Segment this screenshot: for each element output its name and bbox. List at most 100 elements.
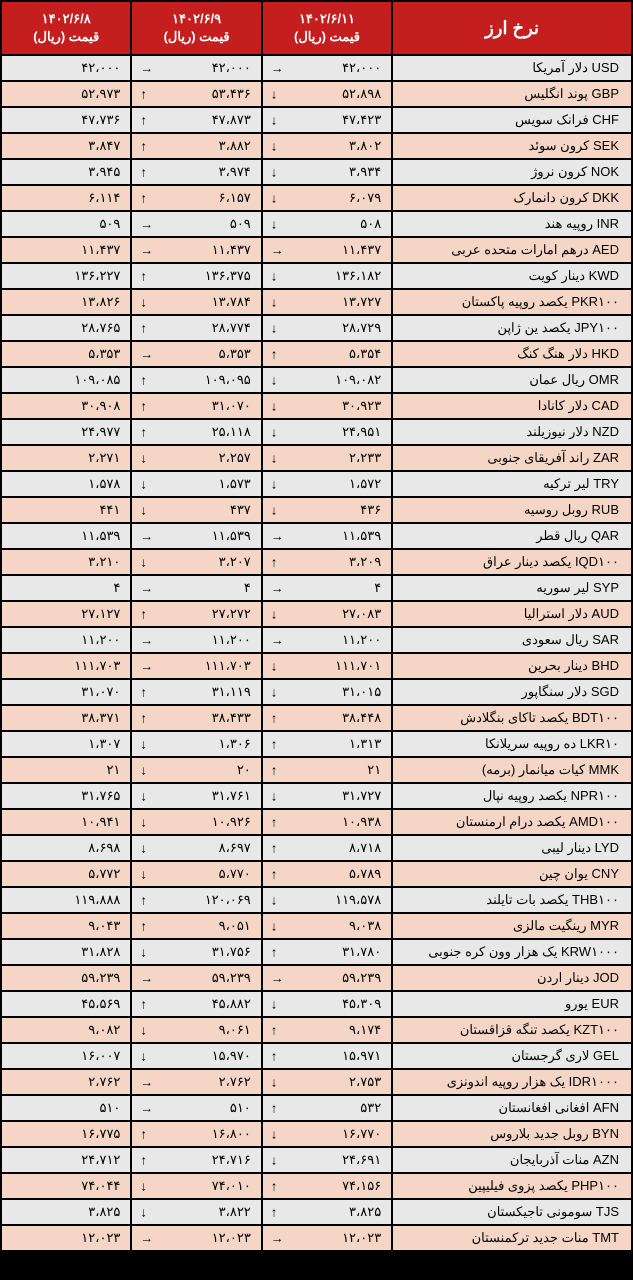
price-2: ↑۱۳۶،۳۷۵ (131, 263, 261, 289)
price-3: ۳۰،۹۰۸ (1, 393, 131, 419)
currency-name: LYD دینار لیبی (392, 835, 632, 861)
price-1: ↓۶،۰۷۹ (262, 185, 392, 211)
price-1: ↓۱،۵۷۲ (262, 471, 392, 497)
currency-name: JOD دینار اردن (392, 965, 632, 991)
price-3: ۱۱،۲۰۰ (1, 627, 131, 653)
price-1: ↓۵۲،۸۹۸ (262, 81, 392, 107)
price-3: ۳،۲۱۰ (1, 549, 131, 575)
price-3: ۶،۱۱۴ (1, 185, 131, 211)
table-row: QAR ریال قطر→۱۱،۵۳۹→۱۱،۵۳۹۱۱،۵۳۹ (1, 523, 632, 549)
price-2: ↓۳۱،۷۵۶ (131, 939, 261, 965)
header-row: نرخ ارز ۱۴۰۲/۶/۱۱ قیمت (ریال) ۱۴۰۲/۶/۹ ق… (1, 1, 632, 55)
table-row: BDT۱۰۰ یکصد تاکای بنگلادش↑۳۸،۴۴۸↑۳۸،۴۳۳۳… (1, 705, 632, 731)
currency-name: GEL لاری گرجستان (392, 1043, 632, 1069)
price-1: ↓۱۱۹،۵۷۸ (262, 887, 392, 913)
table-row: CAD دلار کانادا↓۳۰،۹۲۳↑۳۱،۰۷۰۳۰،۹۰۸ (1, 393, 632, 419)
currency-name: KZT۱۰۰ یکصد تنگه قزاقستان (392, 1017, 632, 1043)
price-3: ۲۴،۷۱۲ (1, 1147, 131, 1173)
currency-name: AUD دلار استرالیا (392, 601, 632, 627)
price-1: →۱۱،۵۳۹ (262, 523, 392, 549)
table-row: TRY لیر ترکیه↓۱،۵۷۲↓۱،۵۷۳۱،۵۷۸ (1, 471, 632, 497)
currency-name: CHF فرانک سویس (392, 107, 632, 133)
date2-header: ۱۴۰۲/۶/۹ قیمت (ریال) (131, 1, 261, 55)
currency-name: KRW۱۰۰۰ یک هزار وون کره جنوبی (392, 939, 632, 965)
price-1: →۱۲،۰۲۳ (262, 1225, 392, 1251)
price-3: ۱،۳۰۷ (1, 731, 131, 757)
table-row: CNY یوان چین↑۵،۷۸۹↓۵،۷۷۰۵،۷۷۲ (1, 861, 632, 887)
price-3: ۵،۳۵۳ (1, 341, 131, 367)
price-1: ↓۳۰،۹۲۳ (262, 393, 392, 419)
price-1: ↓۱۳۶،۱۸۲ (262, 263, 392, 289)
price-2: ↑۴۷،۸۷۳ (131, 107, 261, 133)
price-2: ↓۱،۵۷۳ (131, 471, 261, 497)
price-1: ↓۵۰۸ (262, 211, 392, 237)
price-1: ↓۹،۰۳۸ (262, 913, 392, 939)
currency-name: TJS سومونی تاجیکستان (392, 1199, 632, 1225)
table-row: NZD دلار نیوزیلند↓۲۴،۹۵۱↑۲۵،۱۱۸۲۴،۹۷۷ (1, 419, 632, 445)
price-2: ↑۱۰۹،۰۹۵ (131, 367, 261, 393)
price-1: ↓۱۳،۷۲۷ (262, 289, 392, 315)
price-3: ۱۳۶،۲۲۷ (1, 263, 131, 289)
currency-name: SAR ریال سعودی (392, 627, 632, 653)
price-3: ۳،۹۴۵ (1, 159, 131, 185)
table-row: KRW۱۰۰۰ یک هزار وون کره جنوبی↑۳۱،۷۸۰↓۳۱،… (1, 939, 632, 965)
price-1: ↓۳،۸۰۲ (262, 133, 392, 159)
price-2: ↓۱۵،۹۷۰ (131, 1043, 261, 1069)
table-row: AFN افغانی افغانستان↑۵۳۲→۵۱۰۵۱۰ (1, 1095, 632, 1121)
currency-name: AMD۱۰۰ یکصد درام ارمنستان (392, 809, 632, 835)
price-3: ۱۱۱،۷۰۳ (1, 653, 131, 679)
price-2: ↑۳،۹۷۴ (131, 159, 261, 185)
date3-header: ۱۴۰۲/۶/۸ قیمت (ریال) (1, 1, 131, 55)
price-3: ۹،۰۴۳ (1, 913, 131, 939)
price-3: ۹،۰۸۲ (1, 1017, 131, 1043)
price-2: →۱۲،۰۲۳ (131, 1225, 261, 1251)
table-row: KZT۱۰۰ یکصد تنگه قزاقستان↑۹،۱۷۴↓۹،۰۶۱۹،۰… (1, 1017, 632, 1043)
currency-name: AED درهم امارات متحده عربی (392, 237, 632, 263)
currency-name: PKR۱۰۰ یکصد روپیه پاکستان (392, 289, 632, 315)
currency-name: USD دلار آمریکا (392, 55, 632, 81)
table-row: INR روپیه هند↓۵۰۸→۵۰۹۵۰۹ (1, 211, 632, 237)
price-2: ↓۳،۸۲۲ (131, 1199, 261, 1225)
table-row: JPY۱۰۰ یکصد ین ژاپن↓۲۸،۷۲۹↑۲۸،۷۷۴۲۸،۷۶۵ (1, 315, 632, 341)
price-2: ↑۳۱،۰۷۰ (131, 393, 261, 419)
currency-name: BDT۱۰۰ یکصد تاکای بنگلادش (392, 705, 632, 731)
price-3: ۱۰،۹۴۱ (1, 809, 131, 835)
table-row: LYD دینار لیبی↑۸،۷۱۸↓۸،۶۹۷۸،۶۹۸ (1, 835, 632, 861)
price-1: ↓۱۶،۷۷۰ (262, 1121, 392, 1147)
price-1: ↓۲،۲۳۳ (262, 445, 392, 471)
table-row: CHF فرانک سویس↓۴۷،۴۲۳↑۴۷،۸۷۳۴۷،۷۳۶ (1, 107, 632, 133)
currency-name: SGD دلار سنگاپور (392, 679, 632, 705)
price-2: →۱۱۱،۷۰۳ (131, 653, 261, 679)
price-1: ↓۳۱،۰۱۵ (262, 679, 392, 705)
price-3: ۵۹،۲۳۹ (1, 965, 131, 991)
table-row: EUR یورو↓۴۵،۳۰۹↑۴۵،۸۸۲۴۵،۵۶۹ (1, 991, 632, 1017)
table-row: AMD۱۰۰ یکصد درام ارمنستان↑۱۰،۹۳۸↓۱۰،۹۲۶۱… (1, 809, 632, 835)
price-1: ↓۲۴،۶۹۱ (262, 1147, 392, 1173)
price-1: →۱۱،۲۰۰ (262, 627, 392, 653)
price-3: ۵۱۰ (1, 1095, 131, 1121)
table-row: TMT منات جدید ترکمنستان→۱۲،۰۲۳→۱۲،۰۲۳۱۲،… (1, 1225, 632, 1251)
price-3: ۱۱،۴۳۷ (1, 237, 131, 263)
table-row: HKD دلار هنگ کنگ↑۵،۳۵۴→۵،۳۵۳۵،۳۵۳ (1, 341, 632, 367)
price-2: ↓۴۳۷ (131, 497, 261, 523)
price-3: ۳۱،۰۷۰ (1, 679, 131, 705)
price-1: ↑۳۱،۷۸۰ (262, 939, 392, 965)
currency-name: OMR ریال عمان (392, 367, 632, 393)
currency-name: CAD دلار کانادا (392, 393, 632, 419)
price-1: ↓۳۱،۷۲۷ (262, 783, 392, 809)
price-2: ↓۱۳،۷۸۴ (131, 289, 261, 315)
price-2: →۲،۷۶۲ (131, 1069, 261, 1095)
currency-name: KWD دینار کویت (392, 263, 632, 289)
price-2: ↓۲۰ (131, 757, 261, 783)
price-2: ↑۲۸،۷۷۴ (131, 315, 261, 341)
price-3: ۱،۵۷۸ (1, 471, 131, 497)
price-1: ↑۷۴،۱۵۶ (262, 1173, 392, 1199)
price-1: ↓۳،۹۳۴ (262, 159, 392, 185)
price-1: ↓۲،۷۵۳ (262, 1069, 392, 1095)
price-3: ۳،۸۲۵ (1, 1199, 131, 1225)
price-1: ↓۲۸،۷۲۹ (262, 315, 392, 341)
price-3: ۱۲،۰۲۳ (1, 1225, 131, 1251)
price-3: ۲،۷۶۲ (1, 1069, 131, 1095)
price-2: ↑۴۵،۸۸۲ (131, 991, 261, 1017)
table-row: SEK کرون سوئد↓۳،۸۰۲↑۳،۸۸۲۳،۸۴۷ (1, 133, 632, 159)
